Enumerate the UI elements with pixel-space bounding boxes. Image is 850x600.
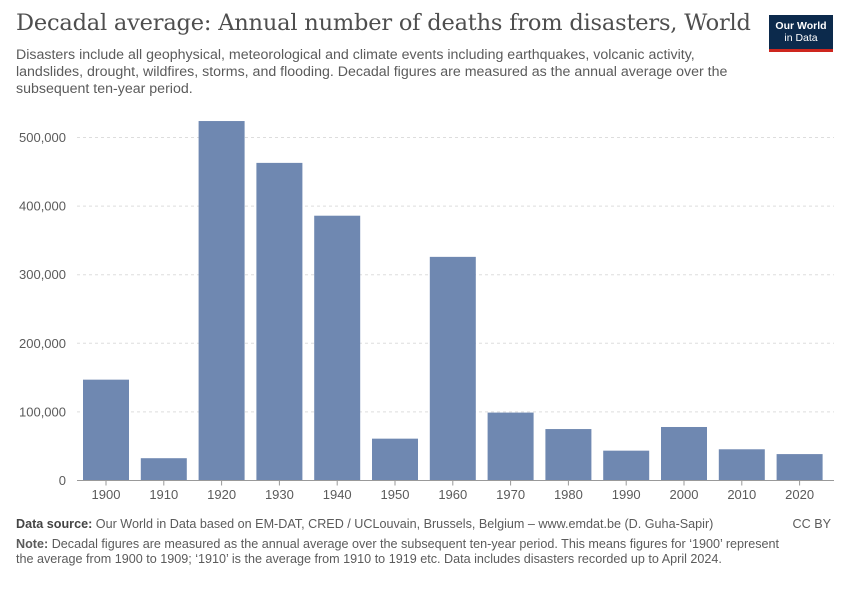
license-link[interactable]: CC BY (792, 517, 832, 531)
source-label: Data source: (16, 517, 93, 531)
x-tick-label: 1980 (554, 487, 583, 502)
x-tick-label: 1950 (381, 487, 410, 502)
bar-1910[interactable] (140, 458, 187, 481)
bar-2000[interactable] (661, 426, 707, 481)
x-tick-label: 1990 (612, 487, 641, 502)
source-text[interactable]: Our World in Data based on EM-DAT, CRED … (95, 517, 714, 531)
bar-2010[interactable] (718, 449, 765, 481)
chart-title: Decadal average: Annual number of deaths… (16, 10, 751, 36)
owid-logo[interactable]: Our World in Data (769, 15, 833, 52)
bar-1920[interactable] (198, 121, 245, 481)
x-axis-ticks: 1900 1910 1920 1930 1940 1950 1960 1970 1980 1990… (92, 480, 814, 502)
y-tick-label: 400,000 (19, 199, 66, 214)
footer-source: Data source: Our World in Data based on … (16, 517, 776, 532)
note-text: Decadal figures are measured as the annu… (16, 537, 780, 566)
x-tick-label: 1900 (92, 487, 121, 502)
x-tick-label: 1920 (207, 487, 236, 502)
x-tick-label: 2010 (727, 487, 756, 502)
bar-2020[interactable] (776, 454, 823, 481)
x-tick-label: 1940 (323, 487, 352, 502)
x-tick-label: 1910 (149, 487, 178, 502)
x-tick-label: 1930 (265, 487, 294, 502)
bars (83, 121, 823, 481)
x-tick-label: 1970 (496, 487, 525, 502)
bar-1930[interactable] (256, 162, 303, 481)
bar-1980[interactable] (545, 429, 592, 481)
x-tick-label: 2000 (670, 487, 699, 502)
y-tick-label: 200,000 (19, 336, 66, 351)
y-axis-ticks: 0 100,000 200,000 300,000 400,000 500,000 (19, 130, 66, 488)
bar-1990[interactable] (603, 450, 650, 481)
y-tick-label: 500,000 (19, 130, 66, 145)
chart-subtitle: Disasters include all geophysical, meteo… (16, 47, 728, 97)
note-label: Note: (16, 537, 49, 551)
x-tick-label: 1960 (438, 487, 467, 502)
y-tick-label: 100,000 (19, 404, 66, 419)
footer-note: Note: Decadal figures are measured as th… (16, 537, 796, 567)
x-tick-label: 2020 (785, 487, 814, 502)
logo-line-2: in Data (784, 32, 818, 44)
bar-1960[interactable] (429, 256, 476, 481)
y-tick-label: 0 (59, 473, 66, 488)
bar-chart: 0 100,000 200,000 300,000 400,000 500,000 190… (19, 121, 834, 502)
bar-1900[interactable] (83, 379, 129, 481)
bar-1940[interactable] (314, 215, 361, 481)
bar-1970[interactable] (487, 412, 534, 481)
logo-line-1: Our World (775, 20, 827, 32)
bar-1950[interactable] (372, 438, 418, 481)
y-tick-label: 300,000 (19, 267, 66, 282)
